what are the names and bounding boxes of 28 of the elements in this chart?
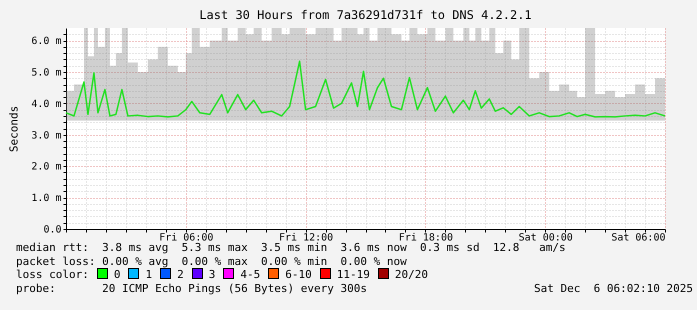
y-axis-title: Seconds xyxy=(7,106,20,152)
text: 6-10 xyxy=(285,268,312,281)
x-tick-label: Sat 00:00 xyxy=(518,232,573,244)
text: probe: 20 ICMP Echo Pings (56 Bytes) every 300s xyxy=(16,282,367,295)
text: median rtt: 3.8 ms avg 5.3 ms max 3.5 ms min 3.6 ms now 0.3 ms sd 12.8 am/s xyxy=(16,241,566,254)
text: 20/20 xyxy=(394,268,428,281)
text: Sat Dec 6 06:02:10 2025 xyxy=(534,282,693,295)
y-tick-label: 6.0 m xyxy=(31,36,62,48)
chart-title: Last 30 Hours from 7a36291d731f to DNS 4.2.2.1 xyxy=(199,8,532,22)
x-tick-label: Sat 06:00 xyxy=(611,232,666,244)
y-tick-label: 1.0 m xyxy=(31,193,62,204)
y-tick-label: 3.0 m xyxy=(31,130,62,142)
y-tick-label: 0.0 xyxy=(43,224,62,236)
x-tick-label: Fri 18:00 xyxy=(398,232,453,244)
text: 0 xyxy=(114,268,120,281)
y-tick-label: 2.0 m xyxy=(31,162,62,173)
y-tick-label: 4.0 m xyxy=(31,98,62,110)
x-tick-label: Fri 06:00 xyxy=(159,232,214,244)
x-tick-label: Fri 12:00 xyxy=(279,232,334,244)
line-series xyxy=(65,60,666,118)
text: 1 xyxy=(145,268,152,281)
text: 4-5 xyxy=(240,268,260,281)
text: 3 xyxy=(208,268,216,281)
text: 2 xyxy=(177,268,184,281)
text: 11-19 xyxy=(336,268,370,281)
y-tick-label: 5.0 m xyxy=(31,67,62,78)
text: packet loss: 0.00 % avg 0.00 % max 0.00 % min 0.00 % now xyxy=(16,254,408,268)
text: loss color: xyxy=(16,268,89,281)
